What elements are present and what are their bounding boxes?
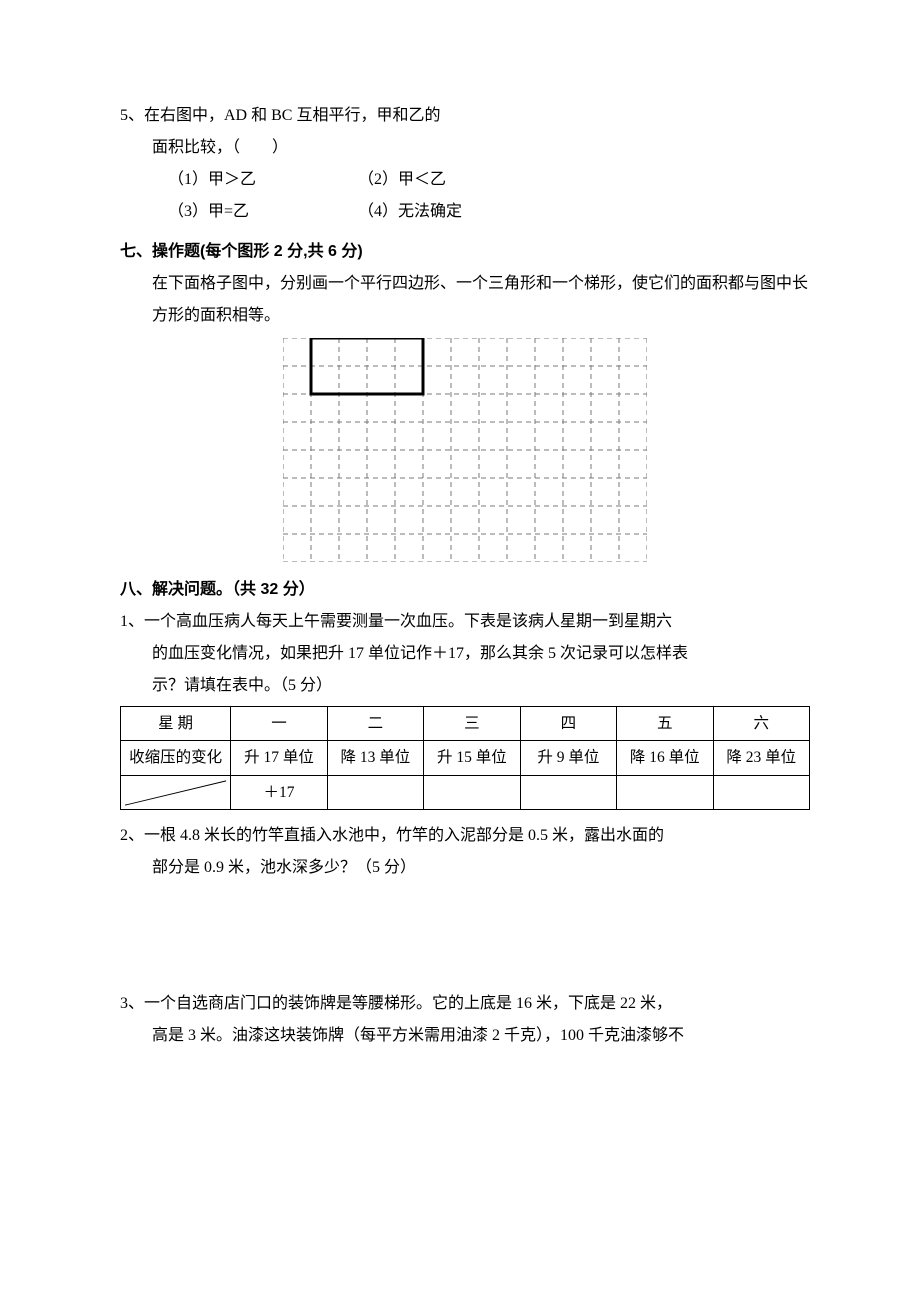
bp-change-6: 降 23 单位	[713, 741, 810, 775]
q8-1-line3: 示？请填在表中。（5 分）	[120, 670, 810, 702]
bp-change-2: 降 13 单位	[327, 741, 423, 775]
q8-2-line2: 部分是 0.9 米，池水深多少？（5 分）	[120, 852, 810, 884]
section7-title: 七、操作题(每个图形 2 分,共 6 分)	[120, 236, 810, 268]
bp-row2-label: 收缩压的变化	[121, 741, 231, 775]
bp-day-6: 六	[713, 707, 810, 741]
bp-change-3: 升 15 单位	[424, 741, 520, 775]
blood-pressure-table: 星 期 一 二 三 四 五 六 收缩压的变化 升 17 单位 降 13 单位 升…	[120, 706, 810, 810]
bp-change-4: 升 9 单位	[520, 741, 616, 775]
q5-line2: 面积比较，（ ）	[120, 132, 810, 164]
table-row: 收缩压的变化 升 17 单位 降 13 单位 升 15 单位 升 9 单位 降 …	[121, 741, 810, 775]
bp-day-1: 一	[231, 707, 327, 741]
bp-record-5	[617, 775, 713, 809]
table-row: 星 期 一 二 三 四 五 六	[121, 707, 810, 741]
grid-svg	[283, 338, 647, 562]
bp-change-5: 降 16 单位	[617, 741, 713, 775]
bp-record-3	[424, 775, 520, 809]
bp-header-label: 星 期	[121, 707, 231, 741]
q5-opt2: （2）甲＜乙	[358, 164, 446, 196]
section7-body: 在下面格子图中，分别画一个平行四边形、一个三角形和一个梯形，使它们的面积都与图中…	[120, 268, 810, 332]
q8-2-line1: 2、一根 4.8 米长的竹竿直插入水池中，竹竿的入泥部分是 0.5 米，露出水面…	[120, 820, 810, 852]
q8-1-line2: 的血压变化情况，如果把升 17 单位记作＋17，那么其余 5 次记录可以怎样表	[120, 638, 810, 670]
bp-record-6	[713, 775, 810, 809]
bp-row3-diag	[121, 775, 231, 809]
bp-day-2: 二	[327, 707, 423, 741]
bp-change-1: 升 17 单位	[231, 741, 327, 775]
q5-line1: 5、在右图中，AD 和 BC 互相平行，甲和乙的	[120, 100, 810, 132]
q8-1-line1: 1、一个高血压病人每天上午需要测量一次血压。下表是该病人星期一到星期六	[120, 606, 810, 638]
q8-3-line2: 高是 3 米。油漆这块装饰牌（每平方米需用油漆 2 千克），100 千克油漆够不	[120, 1020, 810, 1052]
bp-day-3: 三	[424, 707, 520, 741]
bp-day-4: 四	[520, 707, 616, 741]
q5-opt3: （3）甲=乙	[168, 196, 358, 228]
bp-record-2	[327, 775, 423, 809]
grid-figure	[120, 338, 810, 562]
q8-3-line1: 3、一个自选商店门口的装饰牌是等腰梯形。它的上底是 16 米，下底是 22 米，	[120, 988, 810, 1020]
q5-opt1: （1）甲＞乙	[168, 164, 358, 196]
q5-opt4: （4）无法确定	[358, 196, 462, 228]
section8-title: 八、解决问题。（共 32 分）	[120, 574, 810, 606]
table-row: ＋17	[121, 775, 810, 809]
bp-record-4	[520, 775, 616, 809]
bp-day-5: 五	[617, 707, 713, 741]
bp-record-1: ＋17	[231, 775, 327, 809]
